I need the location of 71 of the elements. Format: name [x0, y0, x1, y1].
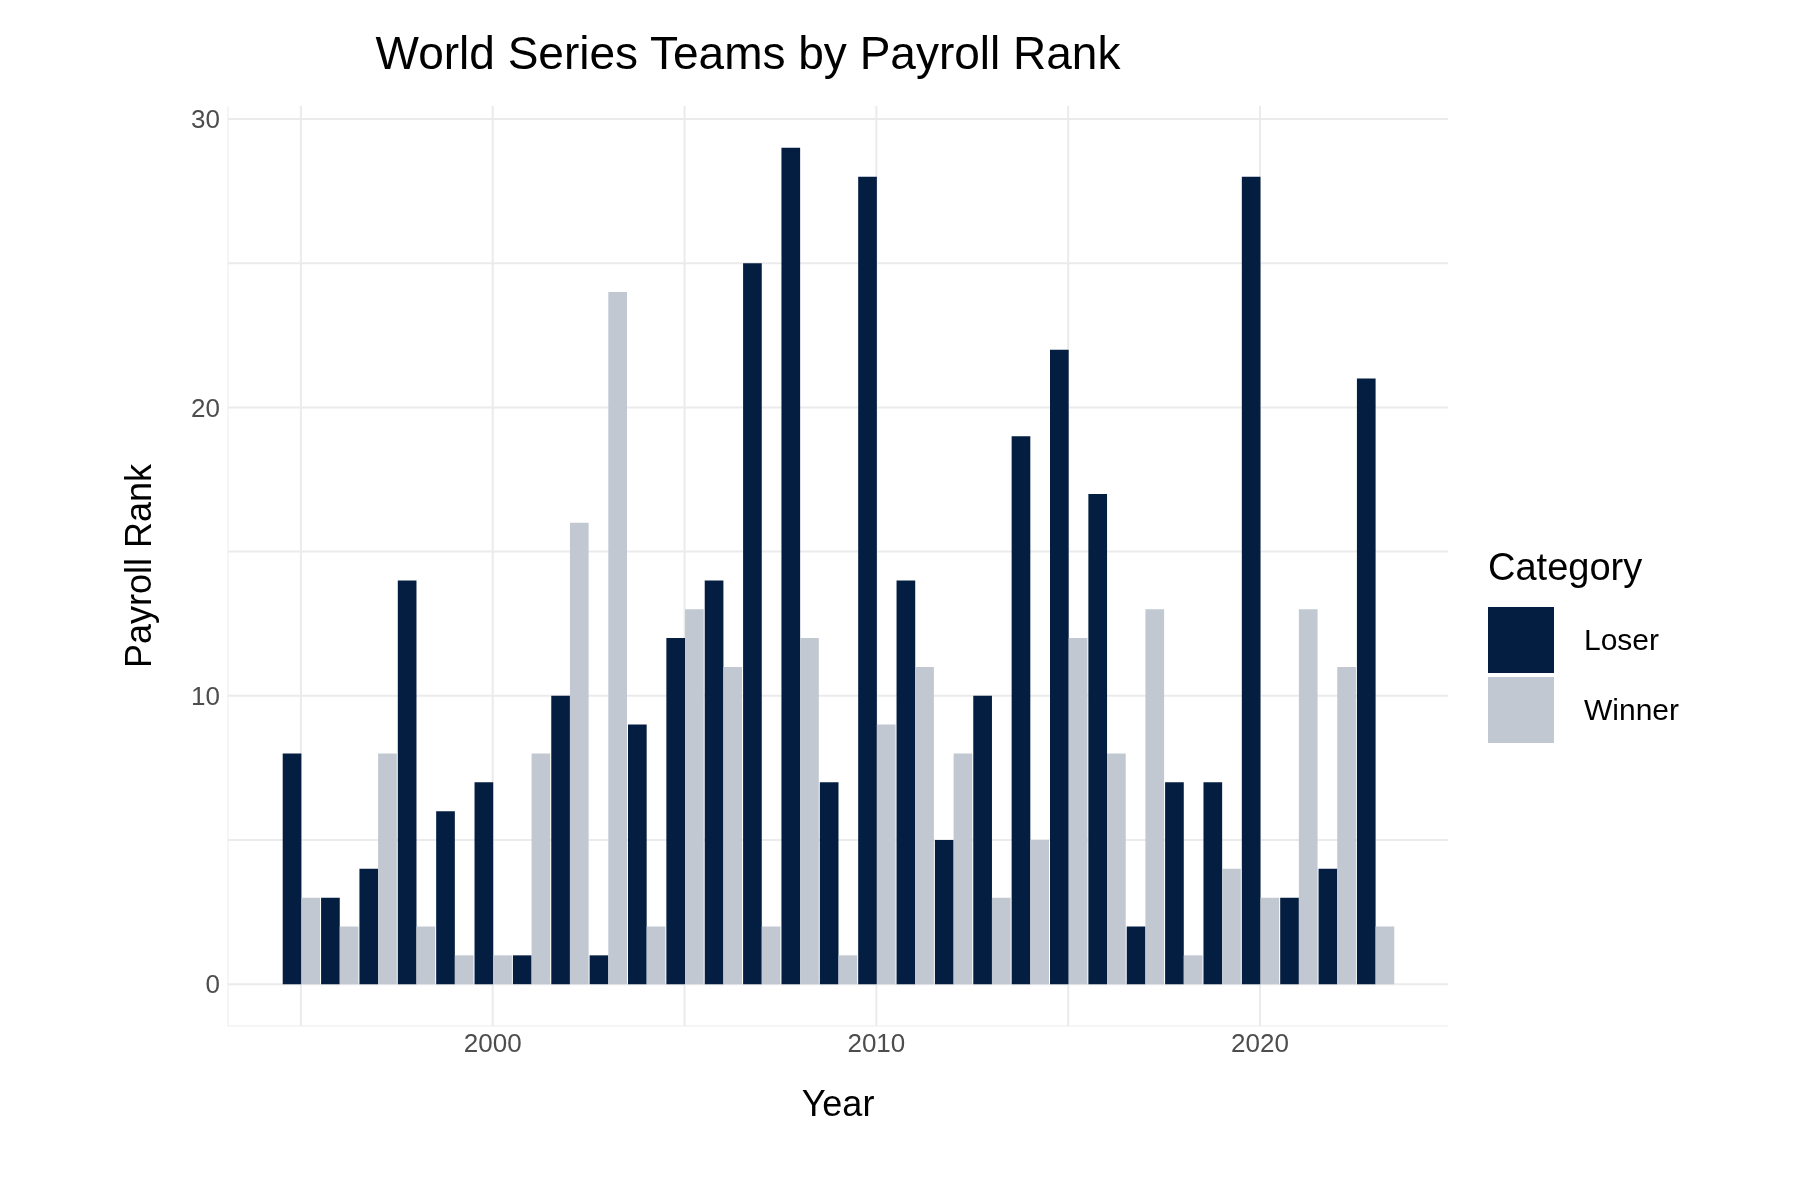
bar — [800, 638, 819, 985]
bar — [991, 897, 1011, 985]
y-tick-label: 0 — [205, 969, 220, 1000]
bar — [282, 753, 302, 985]
bar — [531, 753, 551, 985]
bar — [704, 580, 724, 985]
x-tick-label: 2020 — [1231, 1028, 1289, 1059]
bar — [569, 522, 589, 985]
bar — [1222, 868, 1241, 985]
bar — [1011, 436, 1031, 985]
bar — [1145, 609, 1165, 985]
bar — [973, 695, 992, 985]
bar — [1088, 493, 1108, 985]
bar — [646, 926, 666, 985]
bar — [1183, 955, 1203, 985]
bar — [1050, 349, 1069, 985]
bar — [723, 666, 743, 985]
bar — [1107, 753, 1126, 985]
bar — [1280, 897, 1299, 985]
bar — [627, 724, 647, 985]
bar — [608, 292, 627, 985]
bar — [1318, 868, 1338, 985]
bar — [761, 926, 781, 985]
bar — [1298, 609, 1318, 985]
bar — [359, 868, 379, 985]
y-axis-title: Payroll Rank — [117, 462, 159, 669]
bar — [819, 782, 839, 985]
y-tick-label: 10 — [191, 681, 220, 712]
bar — [896, 580, 916, 985]
legend-title: Category — [1488, 545, 1644, 589]
bar — [781, 147, 801, 985]
bar — [512, 955, 532, 985]
y-tick-label: 20 — [191, 392, 220, 423]
bar — [397, 580, 417, 985]
bar — [838, 955, 858, 985]
bar — [493, 955, 512, 985]
bar — [474, 782, 494, 985]
bar — [1356, 378, 1376, 985]
bar — [1203, 782, 1223, 985]
x-tick-label: 2000 — [463, 1028, 522, 1059]
x-tick-label: 2010 — [847, 1028, 906, 1059]
bar — [416, 926, 436, 985]
bar — [1126, 926, 1146, 985]
bar — [934, 839, 954, 985]
bar — [301, 897, 321, 985]
bar — [339, 926, 359, 985]
bar — [1030, 839, 1049, 985]
y-tick-label: 30 — [191, 104, 220, 135]
chart-title: World Series Teams by Payroll Rank — [374, 26, 1122, 81]
bar — [858, 176, 877, 985]
x-axis-title: Year — [801, 1083, 875, 1124]
bar — [915, 666, 934, 985]
legend-label: Winner — [1584, 692, 1680, 727]
bar — [454, 955, 474, 985]
bar — [321, 897, 340, 985]
bar — [589, 955, 609, 985]
bar — [1337, 666, 1356, 985]
bar — [1375, 926, 1395, 985]
bar — [685, 609, 704, 985]
bar — [1260, 897, 1280, 985]
bar — [666, 638, 686, 985]
bar — [1068, 638, 1088, 985]
bar — [378, 753, 397, 985]
bar — [1165, 782, 1184, 985]
bar — [1241, 176, 1261, 985]
bar — [743, 263, 762, 985]
legend-label: Loser — [1584, 622, 1660, 657]
bar — [953, 753, 973, 985]
bar — [551, 695, 570, 985]
bar — [876, 724, 896, 985]
bar — [436, 811, 455, 985]
